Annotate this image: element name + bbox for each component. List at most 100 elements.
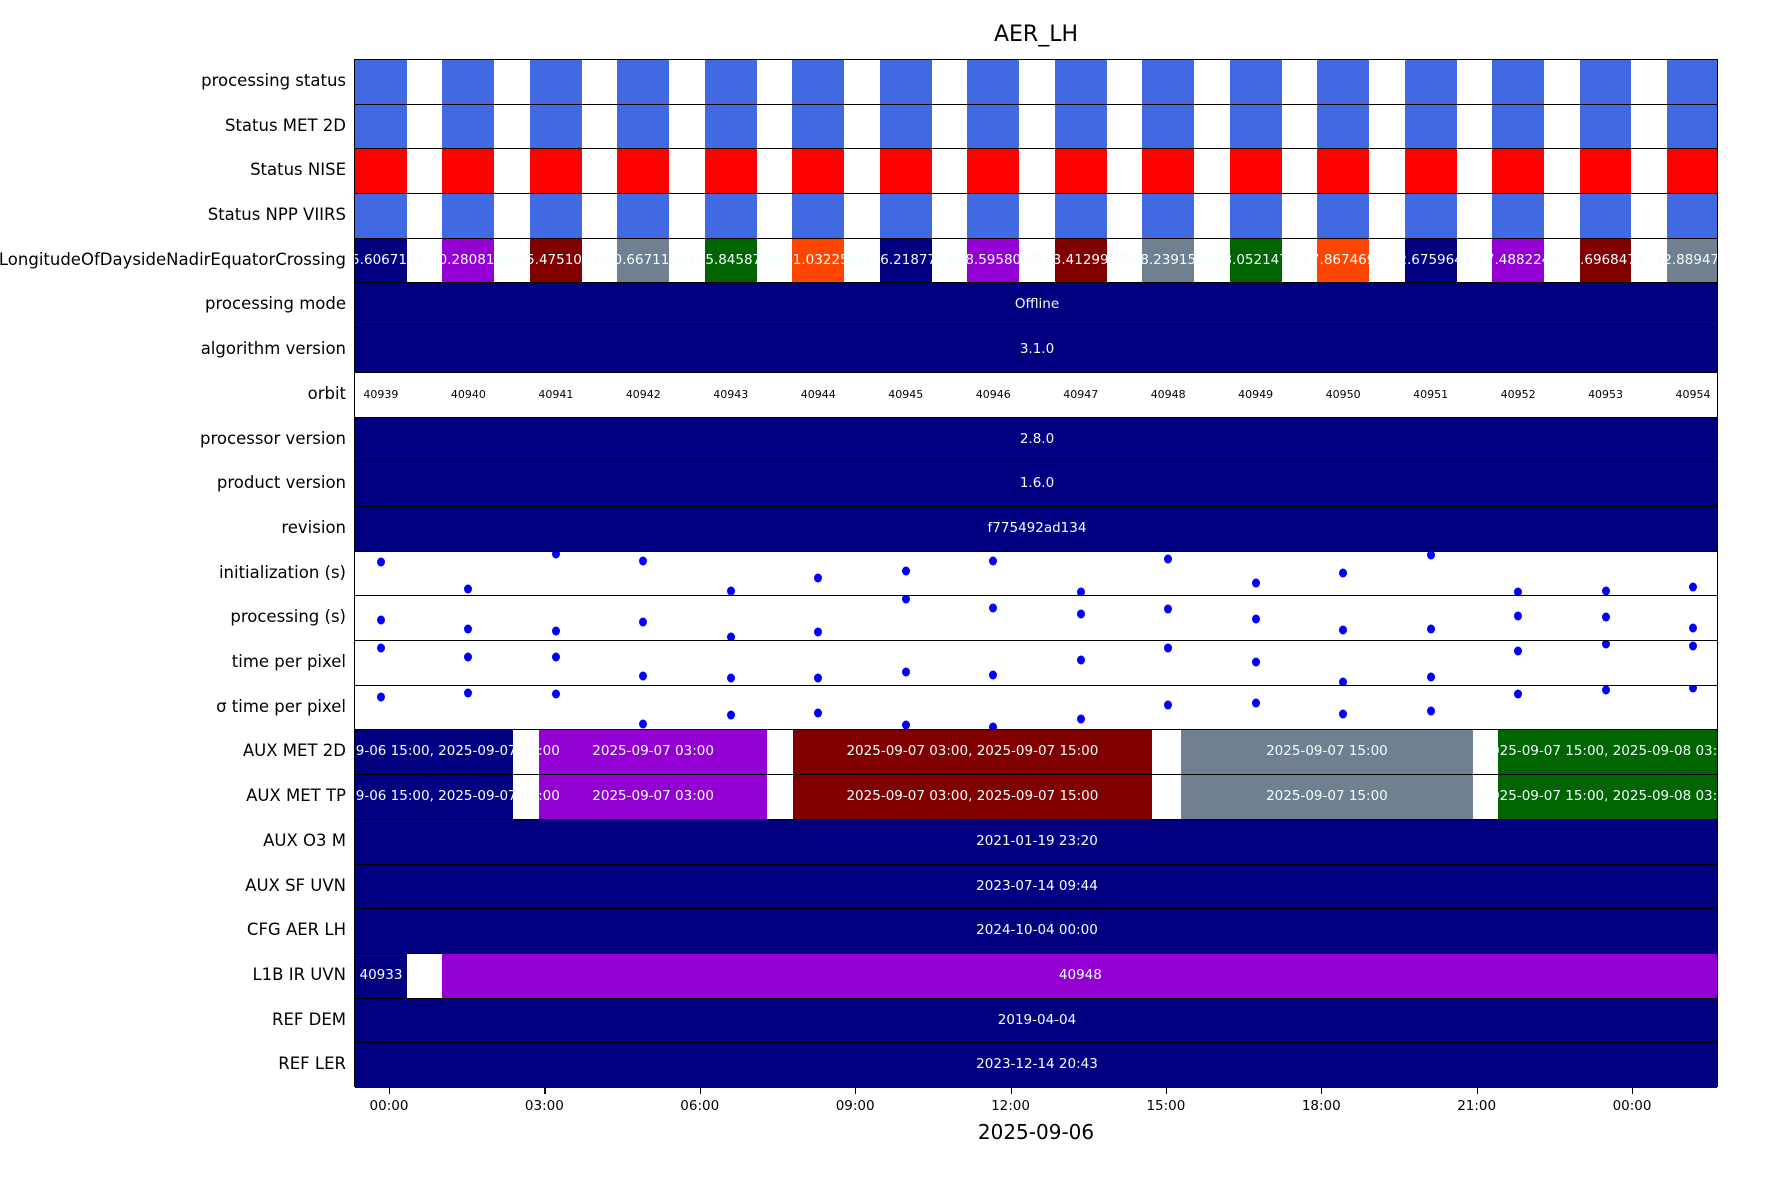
- chart-title: AER_LH: [993, 22, 1079, 47]
- value-bar: [355, 864, 1717, 909]
- orbit-block: [617, 238, 670, 283]
- row-label: processing status: [201, 71, 346, 90]
- orbit-block: [1054, 104, 1107, 149]
- row-scatter: [355, 685, 1717, 731]
- scatter-point: [1601, 586, 1610, 596]
- x-tick-label: 00:00: [369, 1098, 409, 1114]
- block-value-label: 143.4129906: [1035, 251, 1126, 268]
- x-tick-label: 09:00: [835, 1098, 875, 1114]
- orbit-block: [1667, 104, 1717, 149]
- block-value-label: -115.8458790: [683, 251, 779, 268]
- segment-value-label: 40933: [359, 966, 403, 983]
- row-label: Status NISE: [250, 160, 346, 180]
- orbit-block: [617, 60, 670, 104]
- scatter-point: [376, 643, 385, 653]
- segment-value-label: 2025-09-07 15:00, 2025-09-08 03:00: [1482, 788, 1717, 805]
- scatter-point: [1251, 578, 1260, 588]
- scatter-point: [1689, 641, 1698, 651]
- scatter-point: [901, 596, 910, 604]
- x-tick: [1165, 1087, 1168, 1094]
- scatter-point: [1601, 612, 1610, 622]
- row-label: L1B IR UVN: [252, 964, 346, 984]
- scatter-point: [814, 573, 823, 583]
- scatter-point: [1426, 551, 1435, 560]
- scatter-point: [1164, 643, 1173, 652]
- orbit-number-label: 40948: [1150, 387, 1186, 401]
- orbit-block: [1404, 104, 1457, 149]
- value-bar: [355, 328, 1717, 372]
- orbit-block: [442, 149, 495, 194]
- x-tick: [1321, 1087, 1323, 1094]
- orbit-block: [442, 104, 495, 149]
- orbit-number-label: 40953: [1588, 387, 1624, 401]
- bar-value-label: 2023-07-14 09:44: [976, 877, 1098, 894]
- scatter-point: [814, 627, 823, 637]
- row-label: AUX MET 2D: [242, 741, 346, 761]
- scatter-point: [726, 673, 735, 683]
- scatter-point: [901, 720, 910, 730]
- scatter-point: [814, 708, 823, 718]
- orbit-block: [792, 238, 845, 283]
- segment-bar: [539, 775, 768, 819]
- orbit-block: [1229, 60, 1282, 104]
- value-bar: [355, 998, 1717, 1043]
- segment-value-label: 2025-09-07 15:00, 2025-09-08 03:00: [1482, 743, 1717, 760]
- orbit-block: [792, 60, 845, 104]
- scatter-point: [1251, 698, 1260, 708]
- scatter-point: [1514, 646, 1523, 656]
- scatter-point: [1426, 672, 1435, 682]
- orbit-block: [792, 149, 845, 194]
- orbit-number-label: 40939: [363, 387, 399, 401]
- x-tick-label: 21:00: [1457, 1098, 1497, 1114]
- orbit-block: [967, 194, 1020, 238]
- value-bar: [355, 283, 1717, 328]
- row-full: 2024-10-04 00:00: [355, 909, 1717, 954]
- scatter-point: [726, 586, 735, 596]
- scatter-point: [1426, 706, 1435, 716]
- row-full: 3.1.0: [355, 328, 1717, 373]
- orbit-block: [1142, 238, 1195, 283]
- bar-value-label: 2023-12-14 20:43: [976, 1056, 1098, 1073]
- segment-bar: [1180, 775, 1473, 819]
- orbit-block: [879, 194, 932, 238]
- row-blocks: [355, 194, 1717, 239]
- orbit-block: [1579, 149, 1632, 194]
- row-full: 2021-01-19 23:20: [355, 819, 1717, 865]
- scatter-point: [464, 584, 473, 594]
- scatter-point: [1426, 624, 1435, 634]
- block-value-label: 93.0521470: [1214, 251, 1297, 268]
- block-value-label: 118.2391516: [1123, 251, 1214, 268]
- orbit-block: [442, 60, 495, 104]
- timeline-plot: -15.6067157-40.2808150-65.4751063-90.667…: [354, 59, 1718, 1088]
- orbit-block: [1404, 60, 1457, 104]
- bar-value-label: 2024-10-04 00:00: [976, 922, 1098, 939]
- orbit-block: [1492, 104, 1544, 149]
- segment-bar: [1497, 775, 1717, 819]
- scatter-point: [464, 624, 473, 634]
- x-tick-label: 03:00: [524, 1098, 564, 1114]
- orbit-block: [355, 194, 407, 238]
- orbit-block: [967, 238, 1020, 283]
- block-value-label: -7.6968471: [1566, 251, 1645, 268]
- orbit-block: [967, 149, 1020, 194]
- scatter-point: [639, 671, 648, 681]
- x-axis: 00:00 03:00 06:00 09:00 12:00 15:00 18:00 21:00…: [354, 1087, 1718, 1147]
- block-value-label: 42.6759643: [1389, 251, 1472, 268]
- scatter-point: [1076, 587, 1085, 596]
- orbit-block: [1579, 104, 1632, 149]
- orbit-block: [1229, 238, 1282, 283]
- orbit-block: [355, 104, 407, 149]
- bar-value-label: 1.6.0: [1019, 475, 1055, 492]
- row-label: initialization (s): [218, 562, 346, 582]
- orbit-block: [1054, 60, 1107, 104]
- orbit-block: [1054, 149, 1107, 194]
- segment-bar: [1497, 730, 1717, 775]
- orbit-block: [529, 194, 582, 238]
- orbit-block: [1054, 194, 1107, 238]
- orbit-block: [529, 149, 582, 194]
- orbit-block: [1229, 194, 1282, 238]
- value-bar: [355, 417, 1717, 462]
- orbit-number-label: 40951: [1413, 387, 1449, 401]
- orbit-block: [704, 194, 757, 238]
- segment-value-label: 2025-09-07 15:00: [1266, 788, 1388, 805]
